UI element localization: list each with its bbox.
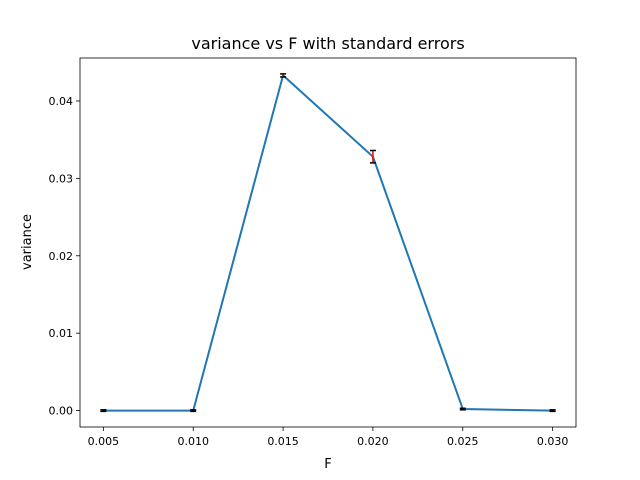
x-tick-label: 0.020 [357, 435, 389, 448]
y-tick-label: 0.03 [49, 172, 74, 185]
x-tick-label: 0.015 [267, 435, 299, 448]
x-axis-label: F [324, 457, 331, 472]
x-tick-label: 0.025 [447, 435, 479, 448]
chart-title: variance vs F with standard errors [191, 34, 464, 53]
y-tick-label: 0.00 [49, 405, 74, 418]
x-tick-label: 0.030 [537, 435, 569, 448]
y-tick-label: 0.02 [49, 250, 74, 263]
y-axis-label: variance [20, 214, 35, 270]
x-tick-label: 0.005 [88, 435, 120, 448]
plot-frame [79, 57, 577, 428]
error-bars [100, 73, 556, 413]
x-tick-label: 0.010 [177, 435, 209, 448]
axis-ticks: 0.005 0.010 0.015 0.020 0.025 0.030 0.00 0.01 0.… [49, 95, 569, 448]
series-line [103, 74, 553, 412]
y-tick-label: 0.01 [49, 327, 74, 340]
data-series [103, 74, 553, 412]
y-tick-label: 0.04 [49, 95, 74, 108]
